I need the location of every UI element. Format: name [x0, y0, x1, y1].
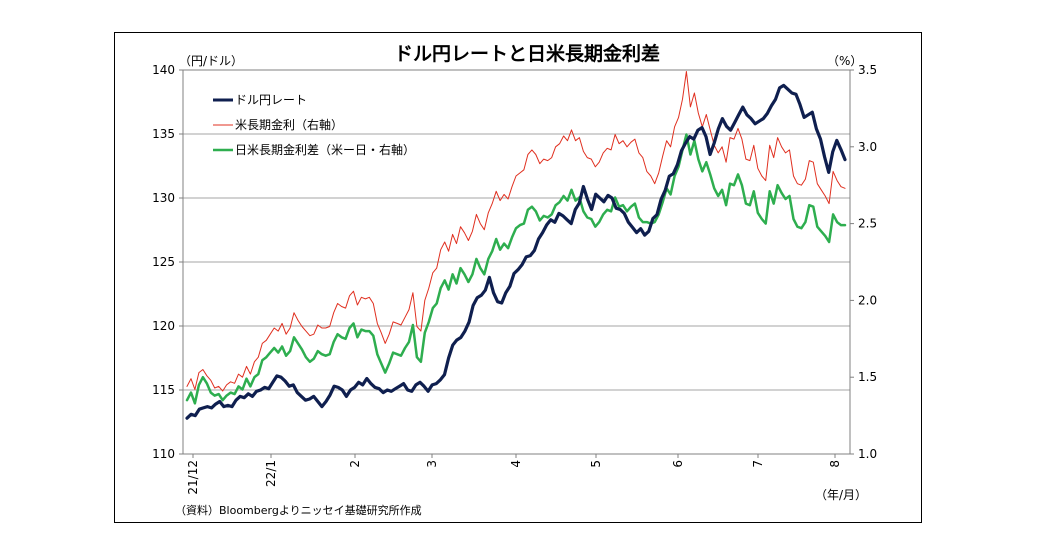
left-tick-label: 110: [152, 447, 175, 461]
right-tick-label: 1.0: [858, 447, 877, 461]
x-tick-label: 6: [671, 460, 685, 468]
left-tick-label: 130: [152, 191, 175, 205]
right-tick-label: 3.0: [858, 140, 877, 154]
right-tick-label: 2.5: [858, 217, 877, 231]
legend: ドル円レート 米長期金利（右軸） 日米長期金利差（米ー日・右軸）: [213, 93, 415, 157]
series-line: [186, 71, 846, 392]
legend-label-us-yield: 米長期金利（右軸）: [235, 117, 343, 132]
right-tick-label: 1.5: [858, 370, 877, 384]
chart-frame: ドル円レートと日米長期金利差 （円/ドル） （%） 110 115 120 125 13…: [114, 32, 922, 523]
left-tick-label: 120: [152, 319, 175, 333]
x-tick-label: 7: [751, 460, 765, 468]
gridlines: [183, 133, 850, 391]
legend-label-usdjpy: ドル円レート: [235, 93, 307, 107]
series-line: [185, 83, 847, 420]
left-tick-label: 135: [152, 127, 175, 141]
chart-svg: ドル円レートと日米長期金利差 （円/ドル） （%） 110 115 120 125 13…: [152, 42, 877, 517]
x-tick-label: 4: [509, 460, 523, 468]
x-tick-label: 5: [589, 460, 603, 468]
series-lines: [185, 71, 847, 420]
series-line: [185, 133, 847, 405]
right-axis-ticks: 1.0 1.5 2.0 2.5 3.0 3.5: [850, 63, 877, 461]
right-tick-label: 3.5: [858, 63, 877, 77]
right-axis-unit: （%）: [827, 54, 862, 68]
x-tick-label: 22/1: [264, 460, 278, 487]
x-tick-label: 21/12: [186, 460, 200, 495]
x-tick-label: 8: [828, 460, 842, 468]
x-tick-label: 3: [425, 460, 439, 468]
left-axis-unit: （円/ドル）: [179, 54, 243, 68]
x-tick-label: 2: [348, 460, 362, 468]
left-tick-label: 115: [152, 383, 175, 397]
right-tick-label: 2.0: [858, 293, 877, 307]
chart-title: ドル円レートと日米長期金利差: [394, 42, 660, 65]
left-tick-label: 125: [152, 255, 175, 269]
legend-label-spread: 日米長期金利差（米ー日・右軸）: [235, 142, 415, 157]
x-axis-unit: （年/月）: [815, 488, 867, 502]
left-tick-label: 140: [152, 63, 175, 77]
x-axis-ticks: 21/12 22/1 2 3 4 5 6 7 8: [186, 454, 842, 495]
left-axis-ticks: 110 115 120 125 130 135 140: [152, 63, 183, 461]
source-note: （資料）Bloombergよりニッセイ基礎研究所作成: [175, 503, 422, 517]
